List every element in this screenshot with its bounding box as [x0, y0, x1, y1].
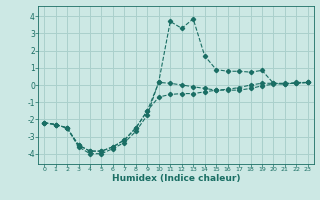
X-axis label: Humidex (Indice chaleur): Humidex (Indice chaleur) [112, 174, 240, 183]
